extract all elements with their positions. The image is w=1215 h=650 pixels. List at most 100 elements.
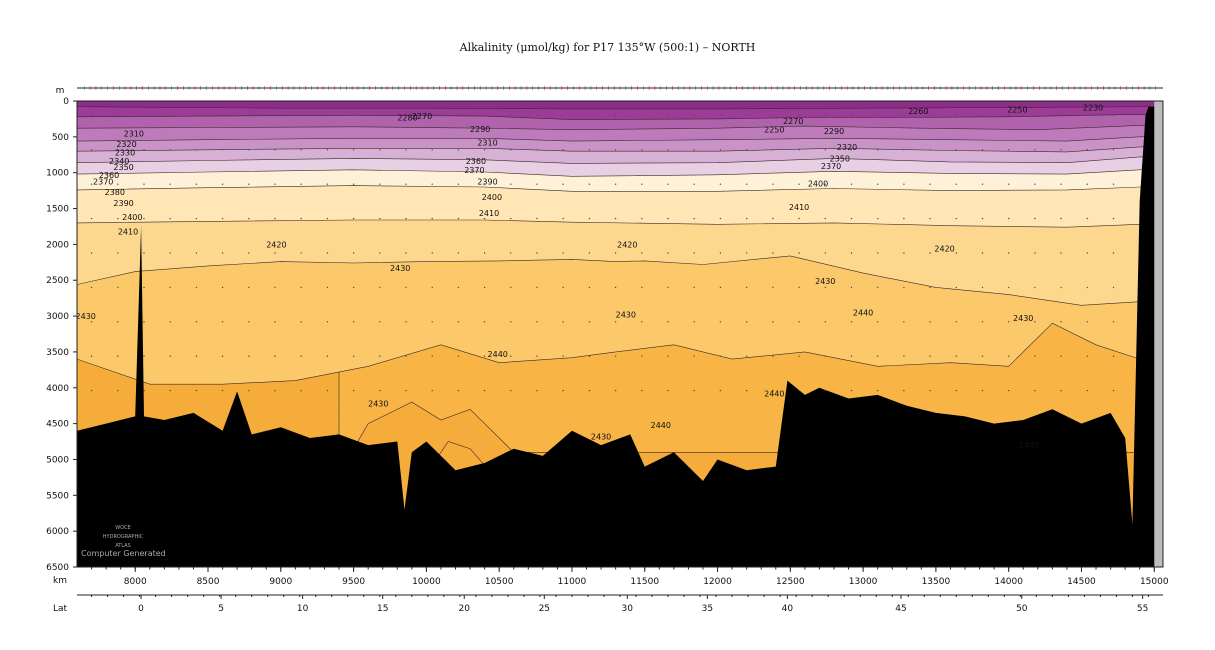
sample-dot — [510, 389, 512, 392]
sample-dot — [221, 149, 224, 151]
sample-dot — [903, 252, 905, 254]
contour-label: 2360 — [99, 171, 119, 180]
lat-tick-label: 15 — [377, 604, 388, 614]
sample-dot — [300, 114, 302, 117]
depth-tick-label: 3500 — [46, 348, 69, 358]
sample-dot — [693, 217, 695, 220]
sample-dot — [903, 217, 905, 220]
sample-dot — [221, 183, 224, 185]
sample-dot — [379, 355, 381, 357]
sample-dot — [1034, 149, 1036, 151]
sample-dot — [955, 286, 957, 289]
watermark-text: ATLAS — [115, 543, 131, 549]
sample-dot — [483, 252, 486, 254]
sample-dot — [588, 183, 591, 185]
contour-label: 2340 — [109, 157, 129, 166]
sample-dot — [274, 217, 276, 220]
sample-dot — [352, 286, 355, 289]
contour-label: 2270 — [412, 112, 432, 121]
sample-dot — [981, 217, 984, 220]
km-tick-label: 9000 — [269, 577, 292, 587]
sample-dot — [667, 321, 669, 323]
km-tick-label: 11000 — [558, 577, 587, 587]
sample-dot — [379, 114, 381, 117]
contour-label: 2280 — [397, 114, 417, 123]
contour-label: 2360 — [466, 157, 486, 166]
sample-dot — [850, 252, 853, 254]
sample-dot — [746, 252, 748, 254]
sample-dot — [352, 217, 355, 220]
sample-dot — [405, 321, 407, 323]
lat-tick-label: 35 — [702, 604, 713, 614]
sample-dot — [1086, 355, 1089, 357]
sample-dot — [850, 321, 853, 323]
sample-dot — [1086, 389, 1089, 392]
sample-dot — [981, 389, 984, 392]
sample-dot — [693, 389, 695, 392]
sample-dot — [379, 149, 381, 151]
sample-dot — [195, 114, 198, 117]
km-tick-label: 8500 — [197, 577, 220, 587]
sample-dot — [772, 114, 774, 117]
sample-dot — [248, 389, 250, 392]
sample-dot — [90, 217, 93, 220]
sample-dot — [1086, 321, 1089, 323]
contour-label: 2320 — [116, 140, 136, 149]
sample-dot — [195, 252, 198, 254]
sample-dot — [929, 114, 931, 117]
sample-dot — [824, 217, 826, 220]
watermark-text: WOCE — [115, 525, 131, 531]
contour-label: 2390 — [477, 177, 497, 186]
sample-dot — [431, 183, 433, 185]
contour-label: 2410 — [789, 203, 809, 212]
km-tick-label: 12500 — [776, 577, 805, 587]
sample-dot — [248, 286, 250, 289]
sample-dot — [929, 149, 931, 151]
sample-dot — [457, 321, 460, 323]
sample-dot — [588, 252, 591, 254]
km-tick-label: 15000 — [1140, 577, 1169, 587]
sample-dot — [614, 286, 617, 289]
sample-dot — [143, 149, 145, 151]
sample-dot — [929, 217, 931, 220]
sample-dot — [693, 355, 695, 357]
contour-label: 2310 — [124, 129, 144, 138]
sample-dot — [117, 217, 119, 220]
sample-dot — [850, 149, 853, 151]
sample-dot — [1060, 252, 1062, 254]
sample-dot — [405, 183, 407, 185]
contour-label: 2320 — [837, 143, 857, 152]
depth-tick-label: 1000 — [46, 169, 69, 179]
sample-dot — [746, 217, 748, 220]
sample-dot — [352, 321, 355, 323]
sample-dot — [300, 217, 302, 220]
sample-dot — [1008, 149, 1010, 151]
sample-dot — [274, 355, 276, 357]
seafloor — [77, 106, 1163, 567]
contour-label: 2370 — [464, 166, 484, 175]
lat-tick-label: 0 — [138, 604, 144, 614]
sample-dot — [1112, 355, 1115, 357]
contour-label: 2440 — [764, 390, 784, 399]
sample-dot — [614, 114, 617, 117]
sample-dot — [405, 217, 407, 220]
sample-dot — [877, 217, 879, 220]
sample-dot — [588, 114, 591, 117]
contour-label: 2370 — [93, 177, 113, 186]
sample-dot — [798, 389, 800, 392]
sample-dot — [195, 286, 198, 289]
sample-dot — [614, 217, 617, 220]
sample-dot — [1060, 149, 1062, 151]
sample-dot — [221, 286, 224, 289]
sample-dot — [824, 286, 826, 289]
sample-dot — [352, 355, 355, 357]
km-tick-label: 10500 — [485, 577, 514, 587]
sample-dot — [955, 389, 957, 392]
sample-dot — [457, 286, 460, 289]
sample-dot — [850, 217, 853, 220]
sample-dot — [850, 355, 853, 357]
plot-frame — [76, 100, 1164, 568]
sample-dot — [169, 355, 171, 357]
sample-dot — [641, 149, 643, 151]
sample-dot — [981, 252, 984, 254]
